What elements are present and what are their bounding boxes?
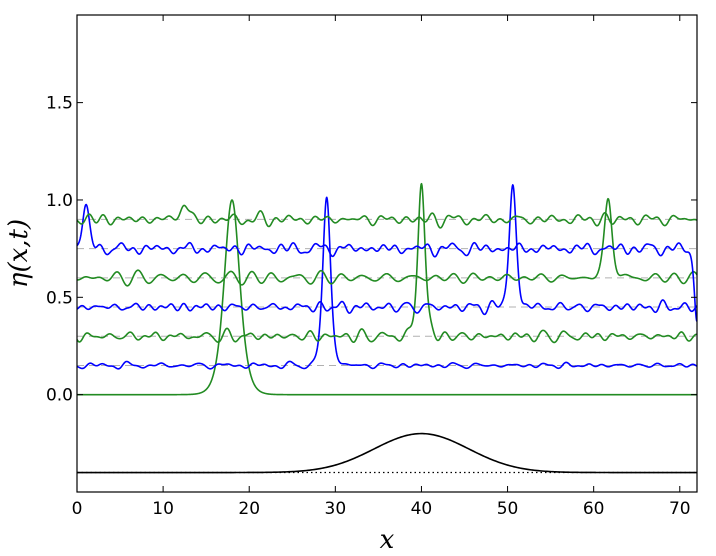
baseline-guides bbox=[77, 218, 697, 366]
series-lines bbox=[76, 182, 698, 396]
series-line-5 bbox=[76, 203, 698, 322]
y-tick-label: 0.0 bbox=[46, 386, 73, 406]
x-tick-label: 0 bbox=[72, 499, 83, 519]
x-tick-label: 20 bbox=[238, 499, 260, 519]
x-tick-label: 50 bbox=[497, 499, 519, 519]
series-line-6 bbox=[76, 204, 698, 229]
x-tick-label: 70 bbox=[669, 499, 691, 519]
y-axis-label: η(x,t) bbox=[4, 219, 34, 288]
series-line-0 bbox=[76, 199, 698, 396]
x-tick-label: 10 bbox=[152, 499, 174, 519]
axis-ticks: 0 10 20 30 40 50 60 70 0.0 0.5 1.0 1.5 bbox=[46, 15, 697, 519]
y-tick-label: 1.0 bbox=[46, 191, 73, 211]
series-line-1 bbox=[76, 196, 698, 370]
x-tick-label: 60 bbox=[583, 499, 605, 519]
x-tick-label: 40 bbox=[411, 499, 433, 519]
x-tick-label: 30 bbox=[325, 499, 347, 519]
series-line-4 bbox=[76, 197, 698, 287]
series-line-3 bbox=[76, 184, 698, 316]
y-tick-label: 0.5 bbox=[46, 288, 73, 308]
bottom-topography bbox=[77, 432, 697, 474]
plot-frame bbox=[76, 14, 698, 493]
series-line-2 bbox=[76, 182, 698, 344]
x-axis-label: x bbox=[380, 525, 395, 555]
y-tick-label: 1.5 bbox=[46, 94, 73, 114]
bottom-profile-line bbox=[77, 432, 697, 474]
